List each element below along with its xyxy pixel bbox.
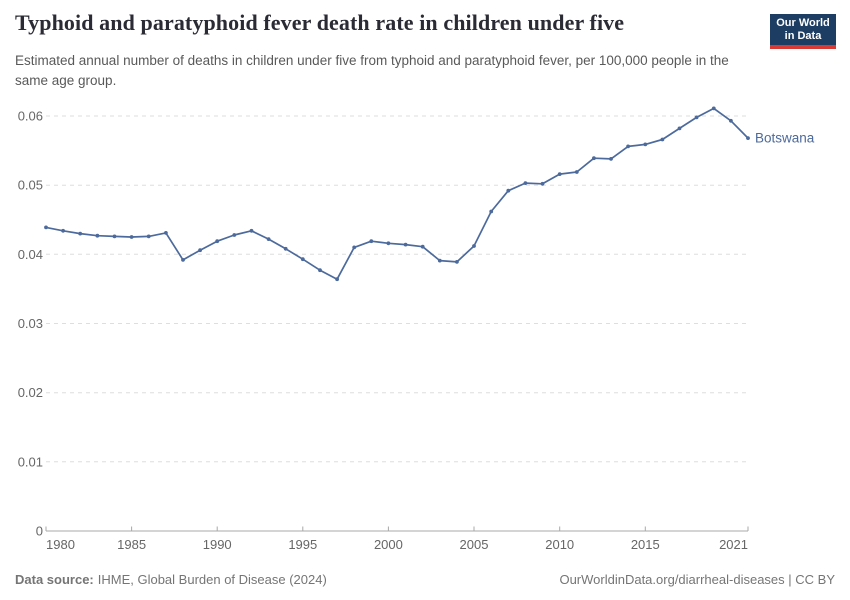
x-axis-tick-label: 2010 bbox=[545, 537, 574, 552]
x-axis-tick-label: 2005 bbox=[460, 537, 489, 552]
data-point[interactable] bbox=[523, 181, 528, 186]
data-point[interactable] bbox=[660, 137, 665, 142]
data-point[interactable] bbox=[609, 157, 613, 161]
data-point[interactable] bbox=[489, 209, 494, 214]
y-axis-tick-label: 0.03 bbox=[18, 316, 43, 331]
data-point[interactable] bbox=[557, 172, 562, 177]
data-point[interactable] bbox=[592, 156, 596, 161]
page-title: Typhoid and paratyphoid fever death rate… bbox=[15, 10, 625, 35]
license-label: | CC BY bbox=[784, 572, 835, 587]
chart-footer: Data source: IHME, Global Burden of Disea… bbox=[15, 572, 835, 587]
data-point[interactable] bbox=[215, 239, 220, 244]
data-point[interactable] bbox=[626, 144, 630, 149]
series-botswana[interactable]: Botswana bbox=[44, 106, 815, 282]
data-source-label: Data source: bbox=[15, 572, 94, 587]
x-axis-tick-label: 1995 bbox=[288, 537, 317, 552]
data-source-link[interactable]: IHME, Global Burden of Disease (2024) bbox=[97, 572, 327, 587]
data-point[interactable] bbox=[61, 228, 65, 233]
data-point[interactable] bbox=[455, 260, 459, 264]
x-axis-tick-label: 2021 bbox=[719, 537, 748, 552]
y-axis-tick-label: 0.06 bbox=[18, 109, 43, 124]
data-point[interactable] bbox=[420, 244, 425, 249]
data-point[interactable] bbox=[249, 228, 254, 233]
citation-note: OurWorldinData.org/diarrheal-diseases | … bbox=[559, 572, 835, 587]
x-axis-tick-label: 1985 bbox=[117, 537, 146, 552]
data-point[interactable] bbox=[369, 239, 374, 244]
data-point[interactable] bbox=[386, 241, 391, 246]
owid-logo-text-line1: Our World bbox=[776, 17, 830, 29]
data-point[interactable] bbox=[95, 233, 100, 238]
data-point[interactable] bbox=[506, 188, 511, 193]
data-point[interactable] bbox=[335, 277, 339, 282]
data-source-note: Data source: IHME, Global Burden of Disea… bbox=[15, 572, 327, 587]
data-point[interactable] bbox=[694, 115, 699, 120]
x-axis-tick-label: 2000 bbox=[374, 537, 403, 552]
chart-subtitle: Estimated annual number of deaths in chi… bbox=[15, 53, 729, 89]
data-line[interactable] bbox=[45, 107, 749, 281]
data-point[interactable] bbox=[44, 225, 48, 230]
data-point[interactable] bbox=[711, 106, 716, 111]
data-point[interactable] bbox=[643, 142, 648, 147]
data-point[interactable] bbox=[300, 257, 305, 262]
x-axis-tick-label: 1980 bbox=[46, 537, 75, 552]
y-axis-tick-label: 0.05 bbox=[18, 178, 43, 193]
data-point[interactable] bbox=[437, 258, 442, 263]
data-point[interactable] bbox=[283, 246, 288, 251]
data-point[interactable] bbox=[677, 126, 682, 131]
data-point[interactable] bbox=[112, 234, 117, 239]
data-point[interactable] bbox=[232, 233, 237, 237]
owid-url-link[interactable]: OurWorldinData.org/diarrheal-diseases bbox=[559, 572, 785, 587]
data-point[interactable] bbox=[729, 118, 733, 123]
data-point[interactable] bbox=[198, 248, 203, 253]
data-point[interactable] bbox=[403, 242, 408, 247]
data-point[interactable] bbox=[472, 244, 476, 248]
y-axis-tick-label: 0.04 bbox=[18, 247, 43, 262]
x-axis-tick-label: 1990 bbox=[203, 537, 232, 552]
owid-logo-text-line2: in Data bbox=[784, 30, 822, 42]
y-axis-tick-label: 0 bbox=[36, 524, 43, 539]
data-point[interactable] bbox=[129, 235, 134, 239]
y-axis-tick-label: 0.01 bbox=[18, 454, 43, 469]
data-point[interactable] bbox=[746, 136, 750, 141]
y-axis-tick-label: 0.02 bbox=[18, 385, 43, 400]
x-axis-tick-label: 2015 bbox=[631, 537, 660, 552]
data-point[interactable] bbox=[266, 237, 271, 242]
data-point[interactable] bbox=[181, 258, 185, 262]
data-point[interactable] bbox=[164, 231, 168, 235]
data-point[interactable] bbox=[352, 245, 357, 250]
entity-label-botswana[interactable]: Botswana bbox=[755, 131, 815, 146]
data-point[interactable] bbox=[78, 231, 83, 236]
owid-logo[interactable]: Our World in Data bbox=[770, 14, 836, 49]
data-point[interactable] bbox=[540, 181, 545, 186]
data-point[interactable] bbox=[318, 268, 322, 273]
data-point[interactable] bbox=[146, 234, 151, 239]
data-point[interactable] bbox=[574, 170, 579, 174]
